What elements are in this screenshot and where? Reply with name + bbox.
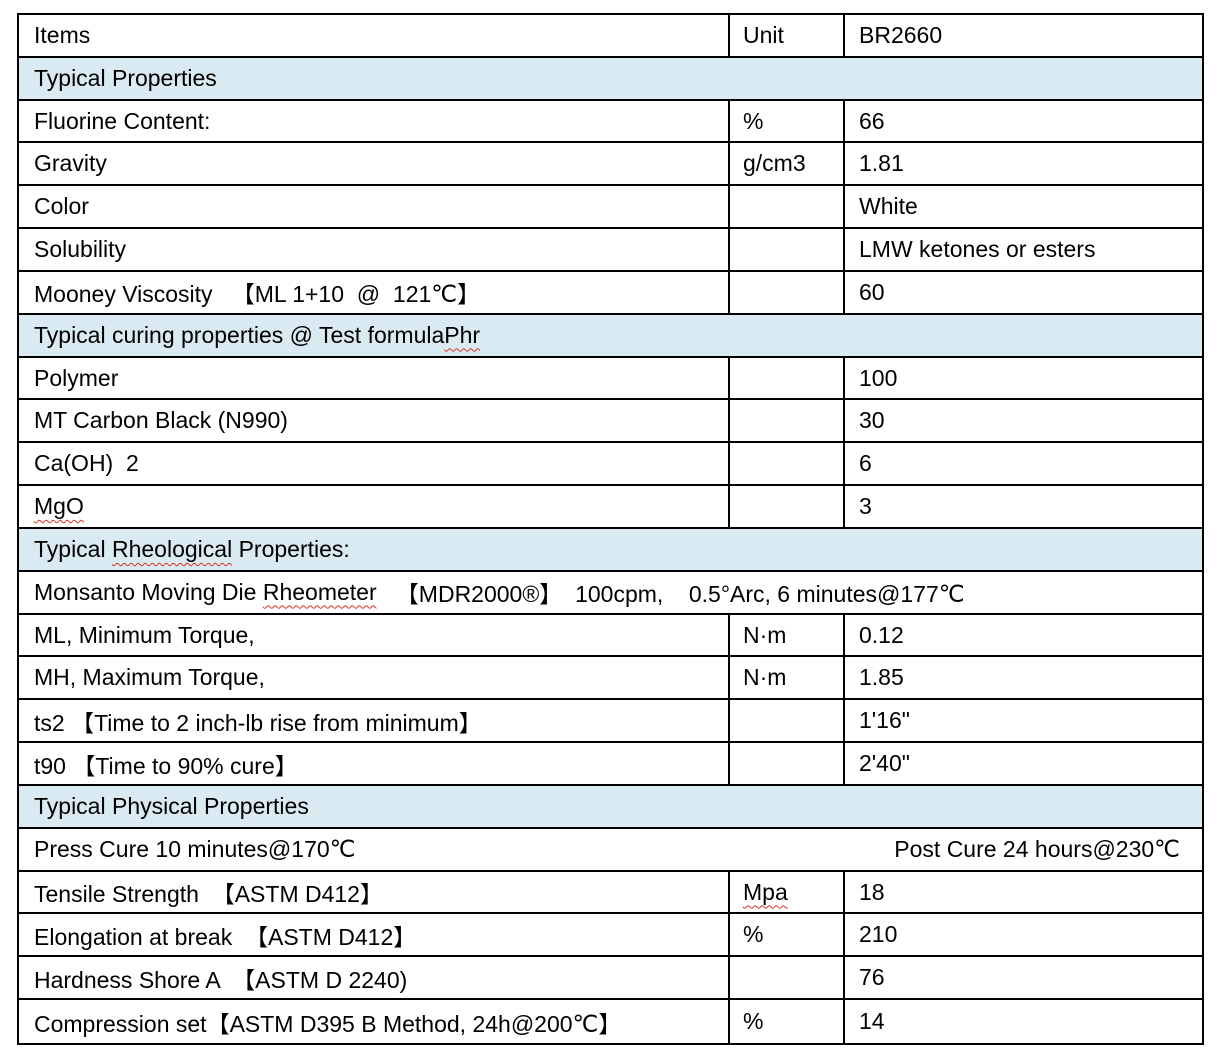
rheometer-text-spellchecked: Rheometer	[262, 578, 377, 605]
value-cell: 76	[845, 957, 1202, 1001]
section-header-curing-properties: Typical curing properties @ Test formula…	[19, 314, 1202, 358]
value-cell: 0.12	[845, 615, 1202, 658]
phr-column-label: Phr	[444, 321, 481, 348]
unit-cell: Mpa	[730, 871, 845, 915]
unit-cell	[730, 743, 845, 786]
section-title: Typical Physical Properties	[34, 792, 309, 819]
value-cell: 1.81	[845, 143, 1202, 187]
value-cell: 3	[845, 486, 1202, 529]
item-label-cell: MH, Maximum Torque,	[19, 657, 730, 701]
item-label-cell: MT Carbon Black (N990)	[19, 400, 730, 444]
item-label-cell: Ca(OH) 2	[19, 443, 730, 487]
section-header-rheological-properties: Typical Rheological Properties:	[19, 528, 1202, 572]
unit-cell: N·m	[730, 657, 845, 701]
item-label-cell: Color	[19, 186, 730, 230]
value-cell: 1.85	[845, 657, 1202, 701]
value-cell: 6	[845, 443, 1202, 487]
section-title-pre: Typical	[34, 535, 112, 562]
item-label-cell: ts2 【Time to 2 inch-lb rise from minimum…	[19, 700, 730, 744]
section-title: Typical curing properties @ Test formula	[34, 321, 445, 348]
value-cell: 2'40"	[845, 743, 1202, 786]
item-label-cell: Mooney Viscosity 【ML 1+10 @ 121℃】	[19, 271, 730, 315]
item-label-cell: t90 【Time to 90% cure】	[19, 743, 730, 786]
value-cell: 60	[845, 272, 1202, 315]
unit-cell	[730, 400, 845, 444]
unit-cell	[730, 957, 845, 1001]
header-grade-cell: BR2660	[845, 15, 1202, 58]
header-unit-cell: Unit	[730, 15, 845, 58]
item-label-cell: Polymer	[19, 357, 730, 401]
unit-cell	[730, 229, 845, 272]
value-cell: 1'16"	[845, 700, 1202, 744]
unit-text: Mpa	[743, 878, 788, 905]
item-label-cell: Fluorine Content:	[19, 100, 730, 144]
value-cell: 30	[845, 400, 1202, 444]
unit-cell: %	[730, 914, 845, 958]
item-label-cell: ML, Minimum Torque,	[19, 614, 730, 658]
cure-conditions-row: Press Cure 10 minutes@170℃ Post Cure 24 …	[19, 829, 1202, 872]
item-label-cell: Solubility	[19, 229, 730, 272]
press-cure-text: Press Cure 10 minutes@170℃	[34, 835, 356, 862]
value-cell: 66	[845, 101, 1202, 144]
value-cell: 14	[859, 1008, 885, 1035]
section-header-typical-properties: Typical Properties	[19, 57, 1202, 101]
item-label-cell: Compression set【ASTM D395 B Method, 24h@…	[19, 1000, 730, 1043]
unit-cell: %	[730, 1000, 845, 1043]
unit-cell: N·m	[730, 614, 845, 658]
unit-cell	[730, 700, 845, 744]
item-label-cell: Hardness Shore A 【ASTM D 2240)	[19, 957, 730, 1001]
value-cell: White	[845, 186, 1202, 230]
rheometer-text-pre: Monsanto Moving Die	[34, 578, 263, 605]
product-datasheet-table: Items Unit BR2660 Typical Properties Flu…	[17, 13, 1204, 1045]
unit-cell	[730, 443, 845, 487]
rheometer-text-post: 【MDR2000®】 100cpm, 0.5°Arc, 6 minutes@17…	[376, 581, 965, 608]
rheometer-conditions-row: Monsanto Moving Die Rheometer 【MDR2000®】…	[19, 572, 1202, 615]
unit-cell	[730, 486, 845, 529]
post-cure-text: Post Cure 24 hours@230℃	[894, 835, 1180, 862]
item-label-cell: Tensile Strength 【ASTM D412】	[19, 871, 730, 915]
item-label-cell: Gravity	[19, 143, 730, 187]
item-label-cell: Elongation at break 【ASTM D412】	[19, 914, 730, 958]
unit-cell	[730, 271, 845, 315]
unit-cell: g/cm3	[730, 143, 845, 187]
header-items-cell: Items	[19, 15, 730, 58]
item-label-cell: MgO	[19, 486, 730, 529]
unit-cell	[730, 357, 845, 401]
value-cell: 18	[845, 872, 1202, 915]
item-label: MgO	[34, 493, 84, 520]
section-title: Typical Properties	[34, 64, 217, 91]
value-cell: LMW ketones or esters	[845, 229, 1202, 272]
value-cell: 100	[845, 358, 1202, 401]
section-title-spellchecked: Rheological	[111, 535, 233, 562]
section-title-post: Properties:	[232, 535, 350, 562]
unit-cell: %	[730, 100, 845, 144]
unit-cell	[730, 186, 845, 230]
section-header-physical-properties: Typical Physical Properties	[19, 785, 1202, 829]
value-cell: 210	[845, 914, 1202, 958]
